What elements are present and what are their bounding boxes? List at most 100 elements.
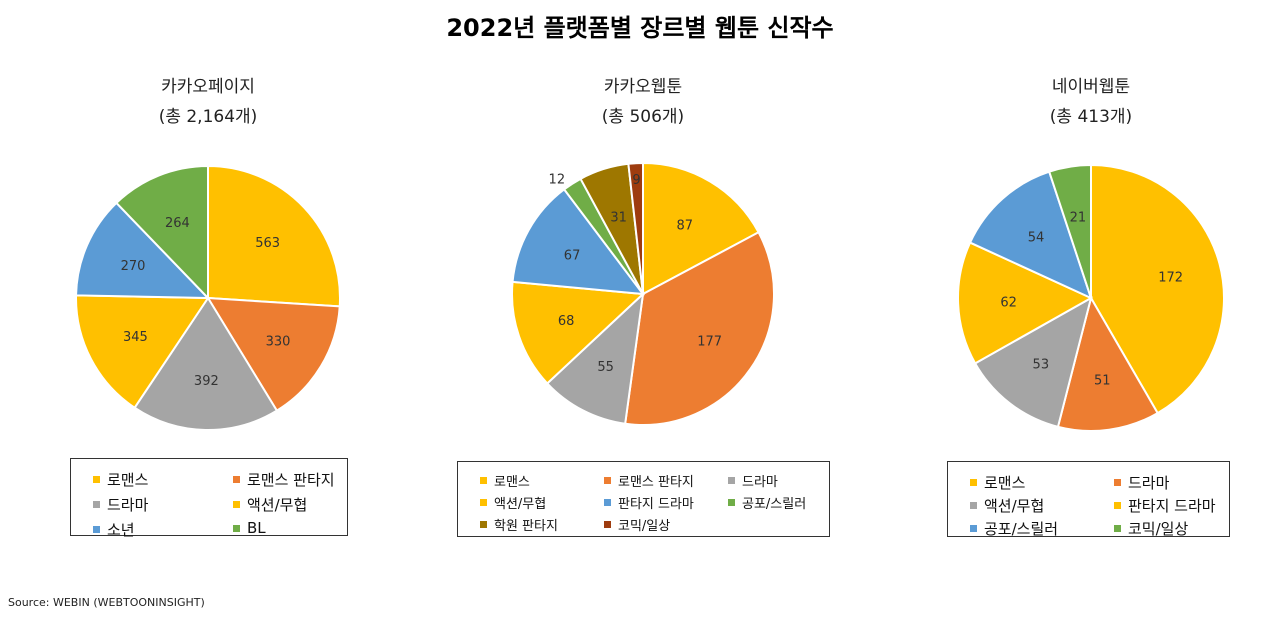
legend-swatch	[233, 524, 240, 532]
legend-swatch	[93, 526, 100, 533]
data-label-학원-판타지: 31	[610, 211, 627, 226]
data-label-판타지-드라마: 67	[564, 248, 581, 263]
legend-label: 로맨스 판타지	[618, 475, 694, 490]
legend-label: 코믹/일상	[1128, 520, 1189, 538]
legend-swatch	[480, 521, 487, 528]
chart-subtitle-1: (총 2,164개)	[158, 107, 258, 127]
legend-item-bl: BL	[233, 519, 266, 537]
legend-swatch	[233, 476, 240, 483]
legend-swatch	[233, 501, 240, 508]
legend-label: 학원 판타지	[494, 519, 558, 534]
data-label-로맨스: 563	[255, 236, 280, 251]
legend-label: 판타지 드라마	[1128, 497, 1216, 515]
legend-item-드라마: 드라마	[1114, 472, 1169, 493]
legend-label: 로맨스	[107, 471, 149, 489]
legend-swatch	[604, 521, 611, 528]
legend-item-드라마: 드라마	[728, 471, 778, 490]
data-label-로맨스: 87	[676, 218, 693, 233]
data-label-공포-스릴러: 12	[549, 173, 566, 188]
legend-item-로맨스: 로맨스	[480, 471, 530, 490]
legend-item-로맨스-판타지: 로맨스 판타지	[604, 471, 694, 490]
pie-slice-코믹-일상	[1047, 163, 1092, 299]
chart-subtitle-2: (총 506개)	[601, 107, 685, 127]
pie-slice-bl	[115, 164, 209, 301]
pie-chart-2: 87 177 55 68 67 12 31 9	[511, 161, 775, 426]
source-note: Source: WEBIN (WEBTOONINSIGHT)	[8, 596, 205, 609]
legend-item-로맨스: 로맨스	[970, 472, 1025, 493]
data-label-드라마: 55	[597, 360, 614, 375]
legend-item-소년: 소년	[93, 519, 135, 540]
legend-item-학원-판타지: 학원 판타지	[480, 515, 558, 534]
data-label-드라마: 392	[194, 374, 219, 389]
pie-slice-로맨스-판타지	[624, 230, 775, 426]
legend-label: 드라마	[1128, 474, 1170, 492]
legend-label: 로맨스	[494, 475, 530, 490]
chart-title-3: 네이버웹툰	[1051, 77, 1131, 97]
legend-swatch	[1114, 525, 1121, 532]
legend-swatch	[93, 476, 100, 483]
legend-label: 액션/무협	[247, 496, 308, 514]
pie-slice-소년	[75, 201, 211, 300]
legend-label: BL	[247, 519, 266, 537]
legend-item-공포-스릴러: 공포/스릴러	[970, 518, 1058, 539]
legend-swatch	[970, 479, 977, 486]
data-label-드라마: 51	[1094, 374, 1111, 389]
legend-item-로맨스-판타지: 로맨스 판타지	[233, 469, 335, 490]
legend-item-판타지-드라마: 판타지 드라마	[604, 493, 694, 512]
pie-chart-1: 563 330 392 345 270 264	[75, 164, 341, 431]
data-label-판타지-드라마: 62	[1000, 295, 1017, 310]
legend-item-코믹-일상: 코믹/일상	[1114, 518, 1188, 539]
pie-slice-로맨스	[642, 161, 760, 296]
data-label-액션-무협: 68	[558, 314, 575, 329]
legend-item-드라마: 드라마	[93, 494, 148, 515]
legend-label: 코믹/일상	[618, 519, 671, 534]
legend-swatch	[93, 501, 100, 508]
pie-slice-액션-무협	[973, 295, 1093, 429]
data-label-코믹-일상: 9	[632, 173, 640, 188]
data-label-로맨스-판타지: 330	[266, 334, 291, 349]
legend-label: 판타지 드라마	[618, 497, 694, 512]
legend-item-액션-무협: 액션/무협	[233, 494, 307, 515]
legend-swatch	[480, 477, 487, 484]
pie-slice-로맨스	[1090, 163, 1225, 415]
pie-slice-액션-무협	[75, 294, 210, 410]
legend-label: 공포/스릴러	[984, 520, 1059, 538]
pie-slice-드라마	[133, 296, 279, 431]
legend-swatch	[728, 477, 735, 484]
legend-swatch	[1114, 502, 1121, 509]
legend-label: 로맨스 판타지	[247, 471, 335, 489]
legend-label: 드라마	[107, 496, 149, 514]
legend-item-코믹-일상: 코믹/일상	[604, 515, 670, 534]
data-label-bl: 264	[165, 216, 190, 231]
legend-label: 드라마	[742, 475, 778, 490]
legend-swatch	[970, 525, 977, 532]
pie-slice-코믹-일상	[627, 161, 644, 295]
legend-swatch	[1114, 479, 1121, 486]
data-label-소년: 270	[121, 259, 146, 274]
data-label-액션-무협: 53	[1033, 357, 1050, 372]
legend-item-공포-스릴러: 공포/스릴러	[728, 493, 806, 512]
data-label-공포-스릴러: 54	[1028, 231, 1045, 246]
legend-swatch	[480, 499, 487, 506]
legend-label: 액션/무협	[494, 497, 547, 512]
legend-swatch	[728, 499, 735, 506]
chart-title-2: 카카오웹툰	[603, 77, 683, 97]
pie-slice-판타지-드라마	[511, 187, 646, 296]
data-label-로맨스: 172	[1158, 271, 1183, 286]
chart-subtitle-3: (총 413개)	[1049, 107, 1133, 127]
legend-label: 공포/스릴러	[742, 497, 807, 512]
legend-label: 소년	[107, 521, 135, 539]
chart-title-1: 카카오페이지	[161, 77, 255, 97]
pie-slice-공포-스릴러	[968, 170, 1093, 300]
data-label-코믹-일상: 21	[1070, 211, 1087, 226]
pie-slice-드라마	[545, 291, 645, 425]
legend-item-액션-무협: 액션/무협	[480, 493, 546, 512]
chart-main-title: 2022년 플랫폼별 장르별 웹툰 신작수	[446, 14, 834, 42]
legend-item-로맨스: 로맨스	[93, 469, 148, 490]
legend-label: 로맨스	[984, 474, 1026, 492]
legend-label: 액션/무협	[984, 497, 1045, 515]
pie-slice-로맨스-판타지	[206, 296, 341, 412]
